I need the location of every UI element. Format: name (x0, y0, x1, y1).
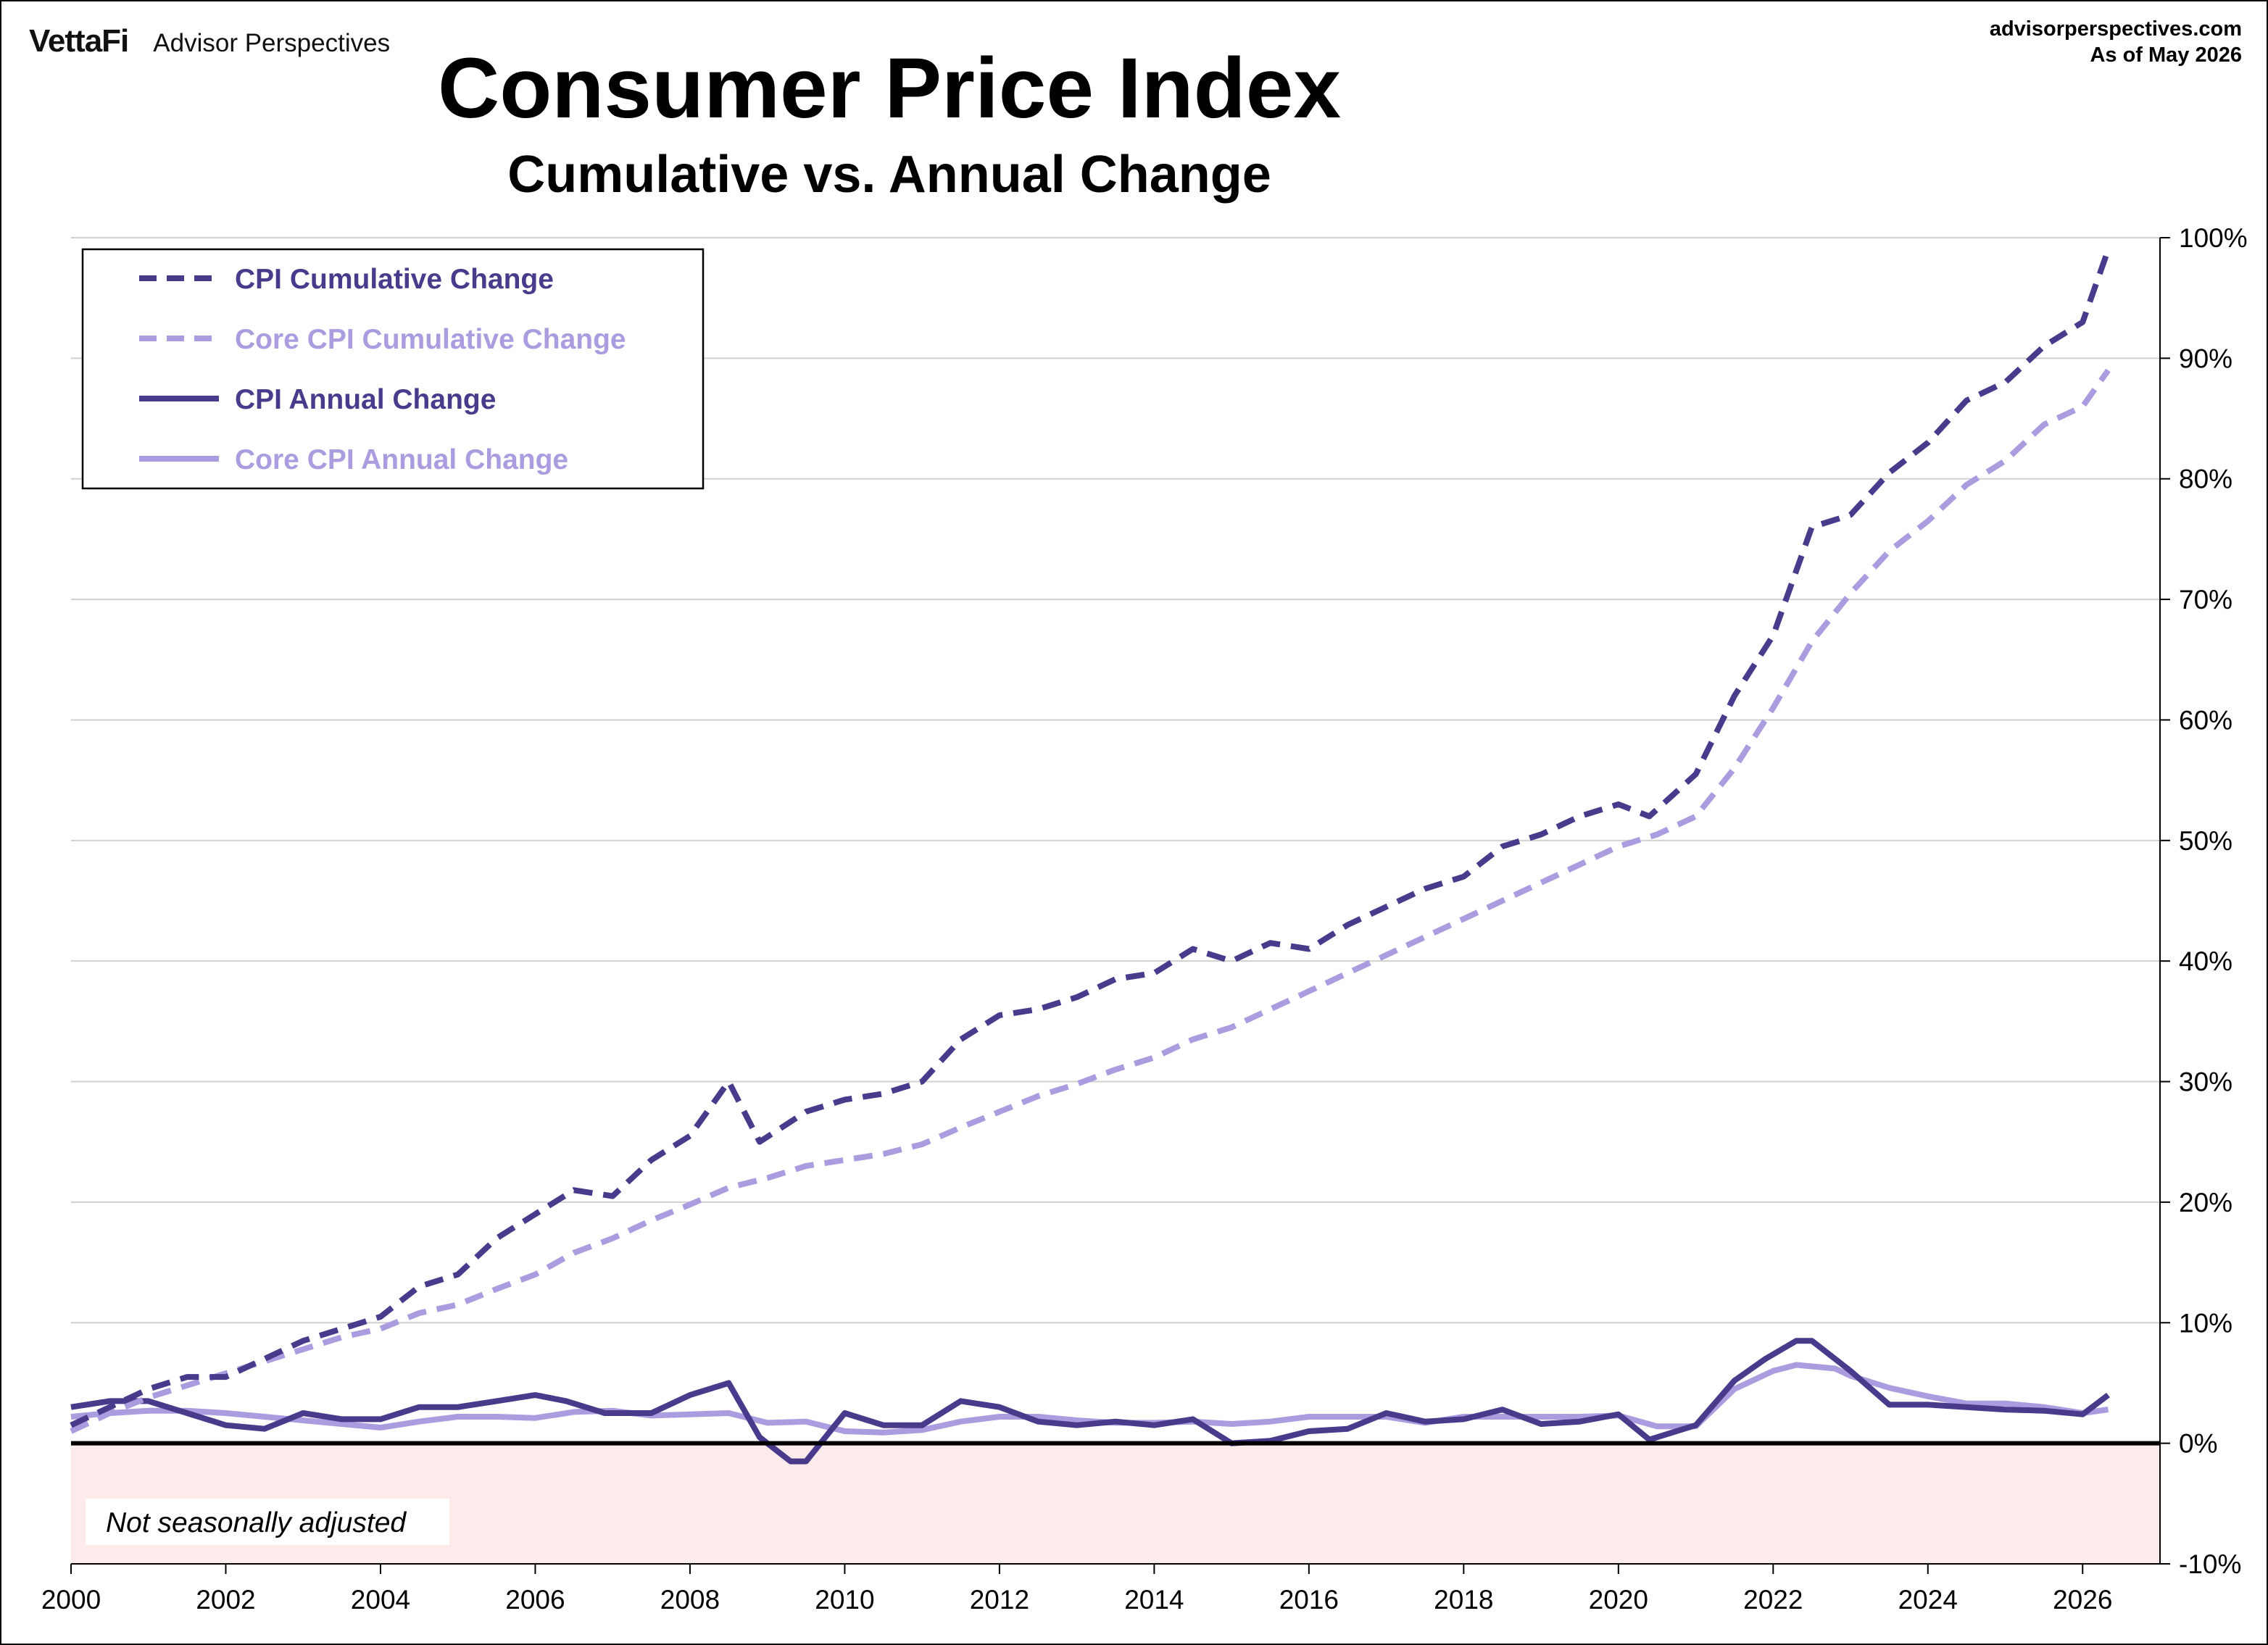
series-line-1 (70, 368, 2111, 1434)
note-background (86, 1499, 449, 1545)
series-layer (70, 249, 2111, 1465)
legend: CPI Cumulative Change Core CPI Cumulative… (81, 248, 705, 490)
x-tick-label: 2012 (970, 1585, 1029, 1615)
x-tick-label: 2006 (505, 1585, 565, 1615)
y-tick-label: 60% (2179, 705, 2232, 735)
x-tick-label: 2016 (1279, 1585, 1339, 1615)
x-tick-label: 2000 (41, 1585, 101, 1615)
y-tick-label: 70% (2179, 585, 2232, 615)
x-tick-labels: 2000 2002 2004 2006 2008 2010 2012 2014 2016 2018… (41, 1585, 2113, 1615)
y-tick-label: 90% (2179, 343, 2232, 373)
series-line-2 (70, 1338, 2110, 1465)
y-tick-labels: 100% 90% 80% 70% 60% 50% 40% 30% 20% 10% 0% -10% (2179, 223, 2248, 1579)
legend-label: Core CPI Annual Change (235, 444, 568, 475)
y-tick-label: 10% (2179, 1308, 2232, 1338)
legend-box (81, 248, 705, 490)
brand: VettaFi Advisor Perspectives (29, 23, 390, 59)
y-tick-label: 50% (2179, 826, 2232, 856)
x-tick-label: 2018 (1434, 1585, 1493, 1615)
note-layer: Not seasonally adjusted (86, 1499, 449, 1545)
legend-label: CPI Cumulative Change (235, 264, 554, 295)
y-tick-label: 100% (2179, 223, 2248, 253)
brand-logo: VettaFi (29, 23, 129, 59)
as-of-date: As of May 2026 (2090, 43, 2242, 67)
y-tick-label: -10% (2179, 1549, 2241, 1579)
y-tick-label: 40% (2179, 946, 2232, 976)
x-tick-label: 2008 (660, 1585, 720, 1615)
chart-subtitle: Cumulative vs. Annual Change (507, 146, 1271, 204)
x-tick-label: 2002 (196, 1585, 255, 1615)
y-tick-label: 30% (2179, 1067, 2232, 1097)
legend-label: CPI Annual Change (235, 384, 496, 415)
y-tick-label: 20% (2179, 1188, 2232, 1217)
series-line-0 (70, 249, 2111, 1428)
x-tick-label: 2010 (815, 1585, 874, 1615)
note-text: Not seasonally adjusted (106, 1507, 407, 1538)
x-tick-label: 2004 (351, 1585, 410, 1615)
y-tick-label: 80% (2179, 465, 2232, 494)
source-block: advisorperspectives.com As of May 2026 (1990, 16, 2242, 68)
x-tick-label: 2024 (1898, 1585, 1958, 1615)
x-tick-label: 2020 (1589, 1585, 1648, 1615)
x-tick-label: 2026 (2053, 1585, 2112, 1615)
y-tick-label: 0% (2179, 1429, 2217, 1459)
chart-title: Consumer Price Index (438, 41, 1341, 136)
legend-label: Core CPI Cumulative Change (235, 324, 626, 355)
x-tick-label: 2022 (1743, 1585, 1803, 1615)
source-url[interactable]: advisorperspectives.com (1989, 17, 2242, 41)
brand-name: Advisor Perspectives (153, 29, 391, 57)
x-tick-label: 2014 (1124, 1585, 1184, 1615)
